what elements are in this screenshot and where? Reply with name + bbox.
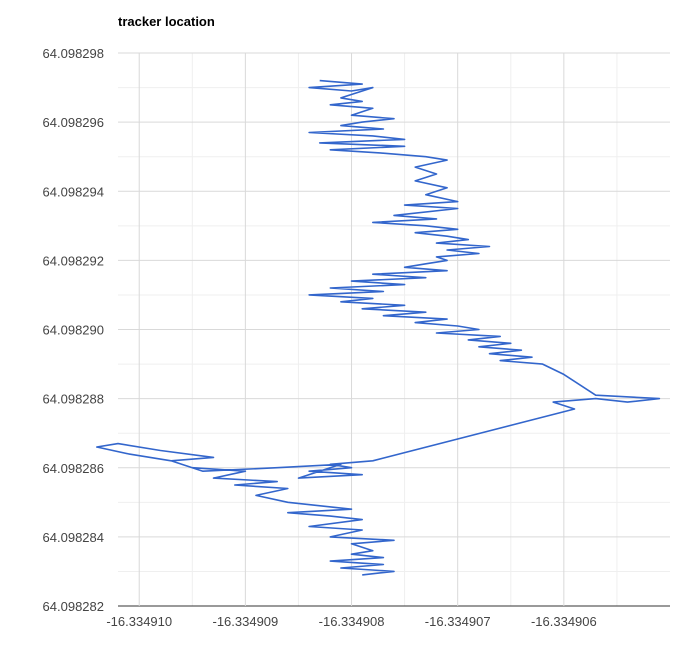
- y-tick-label: 64.098290: [43, 323, 104, 338]
- y-tick-label: 64.098284: [43, 530, 104, 545]
- y-tick-label: 64.098282: [43, 599, 104, 614]
- x-tick-label: -16.334906: [531, 614, 597, 629]
- x-tick-label: -16.334909: [212, 614, 278, 629]
- y-tick-label: 64.098288: [43, 392, 104, 407]
- data-line: [96, 79, 661, 576]
- y-tick-label: 64.098286: [43, 461, 104, 476]
- y-tick-label: 64.098296: [43, 115, 104, 130]
- y-tick-label: 64.098298: [43, 46, 104, 61]
- y-tick-label: 64.098294: [43, 184, 104, 199]
- y-tick-label: 64.098292: [43, 253, 104, 268]
- x-tick-label: -16.334908: [319, 614, 385, 629]
- x-tick-label: -16.334907: [425, 614, 491, 629]
- chart-title: tracker location: [118, 14, 215, 29]
- x-axis-ticks: -16.334910 -16.334909 -16.334908 -16.334907…: [106, 614, 596, 629]
- grid: [118, 52, 670, 607]
- x-tick-label: -16.334910: [106, 614, 172, 629]
- y-axis-ticks: 64.098298 64.098296 64.098294 64.098292 64.0…: [43, 46, 104, 614]
- series-line: [96, 79, 661, 576]
